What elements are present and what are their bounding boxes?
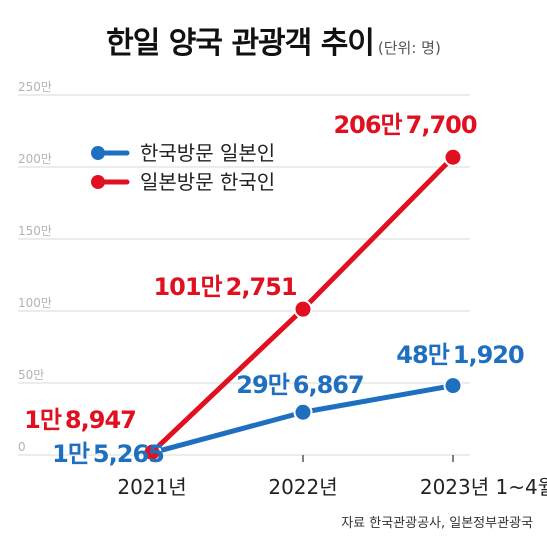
y-tick-label: 0 (18, 440, 26, 454)
y-tick-label: 100만 (18, 296, 52, 310)
data-label: 1만 5,265 (52, 440, 164, 468)
data-label: 48만 1,920 (396, 341, 524, 369)
data-point (293, 299, 313, 319)
data-point (142, 442, 162, 462)
data-label: 1만 8,947 (24, 406, 136, 434)
y-tick-label: 50만 (18, 368, 44, 382)
x-tick-label: 2022년 (268, 475, 337, 499)
chart-title-block: 한일 양국 관광객 추이 (단위: 명) (0, 18, 547, 62)
data-label: 206만 7,700 (333, 111, 476, 139)
legend-swatch-dot (91, 175, 105, 189)
legend-swatch-dot (91, 146, 105, 160)
data-label: 101만 2,751 (153, 273, 296, 301)
x-tick-label: 2023년 1~4월 (420, 475, 547, 499)
y-tick-label: 250만 (18, 80, 52, 94)
y-tick-label: 150만 (18, 224, 52, 238)
data-point (293, 402, 313, 422)
source-note: 자료 한국관광공사, 일본정부관광국 (341, 516, 533, 531)
data-point (443, 376, 463, 396)
y-tick-label: 200만 (18, 152, 52, 166)
data-point (443, 147, 463, 167)
data-label: 29만 6,867 (236, 371, 363, 399)
legend-label: 한국방문 일본인 (140, 141, 275, 165)
unit-note: (단위: 명) (377, 39, 441, 57)
x-tick-label: 2021년 (117, 475, 186, 499)
chart-title: 한일 양국 관광객 추이 (106, 26, 375, 61)
legend-label: 일본방문 한국인 (140, 170, 275, 194)
